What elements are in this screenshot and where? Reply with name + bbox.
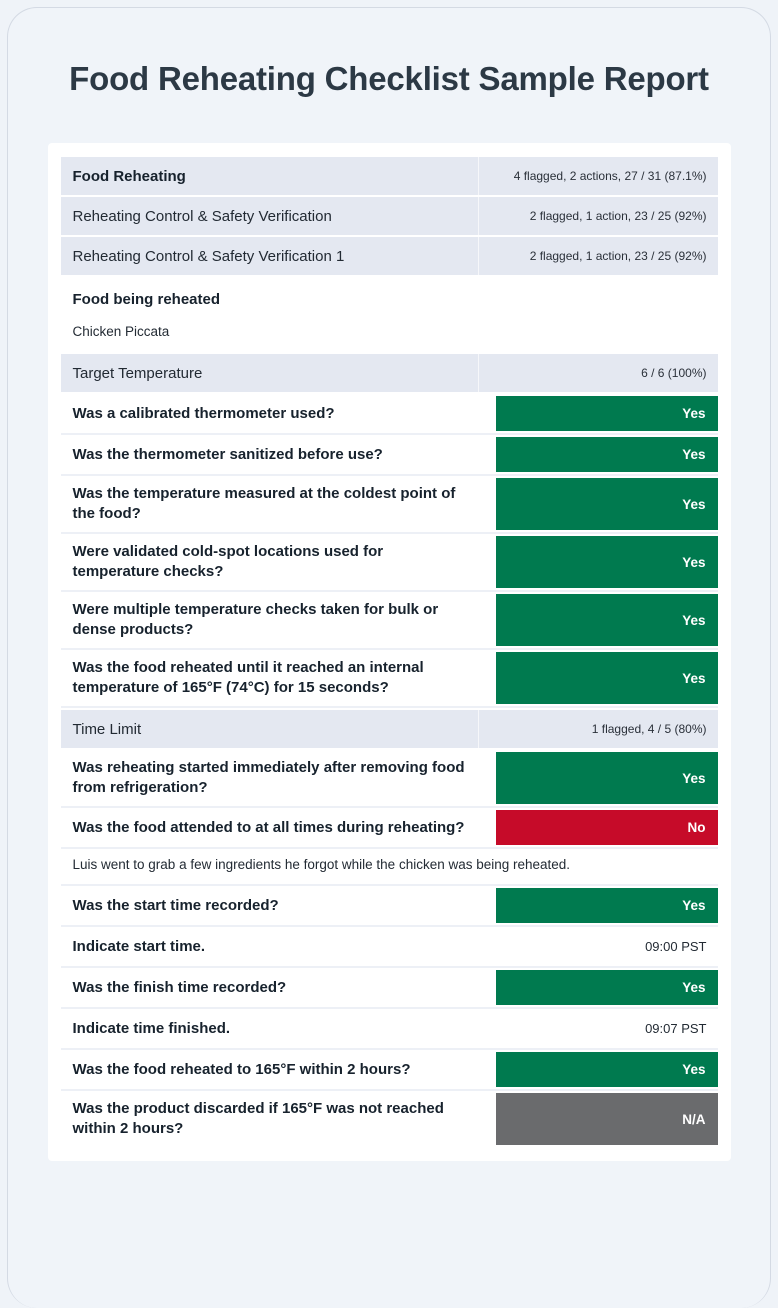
choice-question-row: Was reheating started immediately after …: [60, 750, 718, 808]
answer-label: Yes: [682, 496, 706, 512]
question-label: Was the thermometer sanitized before use…: [72, 445, 383, 463]
choice-question-row: Was the food reheated to 165°F within 2 …: [60, 1050, 718, 1091]
section-summary-row: Time Limit 1 flagged, 4 / 5 (80%): [60, 710, 718, 748]
answer-badge: No: [495, 810, 718, 845]
answer-value: 09:00 PST: [645, 939, 707, 954]
question-label: Food being reheated: [72, 291, 221, 308]
report-rows: Food Reheating 4 flagged, 2 actions, 27 …: [60, 157, 718, 1147]
answer-badge: Yes: [495, 396, 718, 431]
answer-badge: Yes: [495, 594, 718, 646]
question-label: Was a calibrated thermometer used?: [72, 404, 335, 422]
section-score-stats: 2 flagged, 1 action, 23 / 25 (92%): [477, 237, 718, 275]
choice-question-row: Was the start time recorded? Yes: [60, 886, 718, 927]
section-summary-row: Reheating Control & Safety Verification …: [60, 197, 718, 235]
question-label: Was the finish time recorded?: [72, 978, 287, 996]
section-score-stats: 4 flagged, 2 actions, 27 / 31 (87.1%): [477, 157, 718, 195]
section-score-stats: 2 flagged, 1 action, 23 / 25 (92%): [477, 197, 718, 235]
choice-question-row: Was the temperature measured at the cold…: [60, 476, 718, 534]
choice-question-row: Were validated cold-spot locations used …: [60, 534, 718, 592]
question-label: Was the food reheated until it reached a…: [72, 659, 424, 696]
answer-badge: Yes: [495, 752, 718, 804]
section-label: Food Reheating: [72, 167, 186, 185]
section-label: Reheating Control & Safety Verification …: [72, 247, 345, 265]
section-summary-row: Food Reheating 4 flagged, 2 actions, 27 …: [60, 157, 718, 195]
answer-label: N/A: [682, 1111, 706, 1127]
question-label: Were validated cold-spot locations used …: [72, 543, 384, 580]
answer-label: Yes: [682, 670, 706, 686]
answer-label: Yes: [682, 406, 706, 421]
answer-badge: N/A: [495, 1093, 718, 1145]
question-label: Indicate start time.: [72, 937, 206, 955]
inline-value-question-row: Indicate start time. 09:00 PST: [60, 927, 718, 968]
question-label: Was the product discarded if 165°F was n…: [72, 1100, 444, 1137]
answer-badge: Yes: [495, 970, 718, 1005]
answer-label: No: [687, 820, 706, 835]
answer-label: Yes: [682, 1062, 706, 1077]
choice-question-row: Was the finish time recorded? Yes: [60, 968, 718, 1009]
question-label: Were multiple temperature checks taken f…: [72, 601, 439, 638]
answer-badge: Yes: [495, 536, 718, 588]
answer-badge: Yes: [495, 1052, 718, 1087]
choice-question-row: Was the food attended to at all times du…: [60, 808, 718, 849]
answer-badge: Yes: [495, 652, 718, 704]
inline-value-question-row: Indicate time finished. 09:07 PST: [60, 1009, 718, 1050]
answer-label: Yes: [682, 612, 706, 628]
section-label: Reheating Control & Safety Verification: [72, 207, 332, 225]
report-card: Food Reheating 4 flagged, 2 actions, 27 …: [47, 143, 731, 1161]
choice-question-row: Was the thermometer sanitized before use…: [60, 435, 718, 476]
answer-text: Chicken Piccata: [72, 324, 170, 339]
answer-label: Yes: [682, 980, 706, 995]
answer-label: Yes: [682, 898, 706, 913]
section-label: Target Temperature: [72, 364, 203, 382]
question-note: Luis went to grab a few ingredients he f…: [72, 857, 571, 872]
section-summary-row: Target Temperature 6 / 6 (100%): [60, 354, 718, 392]
section-summary-row: Reheating Control & Safety Verification …: [60, 237, 718, 275]
question-label: Indicate time finished.: [72, 1019, 231, 1037]
choice-question-row: Were multiple temperature checks taken f…: [60, 592, 718, 650]
report-title: Food Reheating Checklist Sample Report: [69, 60, 709, 97]
question-label: Was the food reheated to 165°F within 2 …: [72, 1060, 411, 1078]
choice-question-row: Was a calibrated thermometer used? Yes: [60, 394, 718, 435]
section-label: Time Limit: [72, 720, 142, 738]
answer-badge: Yes: [495, 478, 718, 530]
question-note-row: Luis went to grab a few ingredients he f…: [60, 849, 718, 886]
choice-question-row: Was the food reheated until it reached a…: [60, 650, 718, 708]
question-label: Was the start time recorded?: [72, 896, 279, 914]
question-label: Was the temperature measured at the cold…: [72, 485, 456, 522]
question-label: Was the food attended to at all times du…: [72, 818, 465, 836]
section-score-stats: 6 / 6 (100%): [477, 354, 718, 392]
text-question-row: Food being reheated Chicken Piccata: [61, 277, 718, 352]
choice-question-row: Was the product discarded if 165°F was n…: [61, 1091, 718, 1147]
answer-label: Yes: [682, 554, 706, 570]
answer-label: Yes: [682, 770, 706, 786]
report-page: Food Reheating Checklist Sample Report F…: [47, 60, 731, 1161]
answer-label: Yes: [682, 447, 706, 462]
question-label: Was reheating started immediately after …: [72, 759, 465, 796]
section-score-stats: 1 flagged, 4 / 5 (80%): [477, 710, 718, 748]
answer-badge: Yes: [495, 888, 718, 923]
answer-value: 09:07 PST: [645, 1021, 707, 1036]
answer-badge: Yes: [495, 437, 718, 472]
